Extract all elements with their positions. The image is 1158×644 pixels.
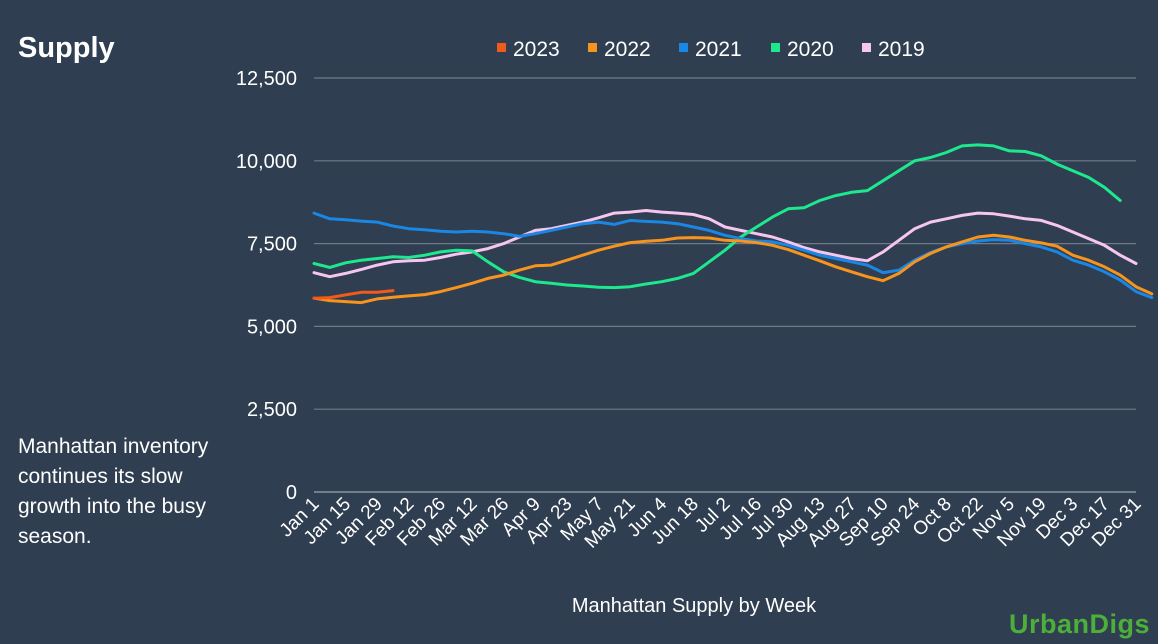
legend-label-2020: 2020 xyxy=(787,38,834,61)
legend-marker-2019 xyxy=(862,43,871,52)
urbandigs-logo: UrbanDigs xyxy=(1008,609,1150,639)
legend-label-2023: 2023 xyxy=(513,38,560,61)
legend-marker-2022 xyxy=(588,43,597,52)
series-lines xyxy=(312,143,1154,305)
series-line-2022 xyxy=(312,233,1154,305)
y-tick-label: 12,500 xyxy=(236,68,297,90)
legend-marker-2020 xyxy=(771,43,780,52)
y-tick-label: 0 xyxy=(286,482,297,504)
page-title: Supply xyxy=(18,32,115,64)
legend-marker-2023 xyxy=(497,43,506,52)
x-axis-label: Manhattan Supply by Week xyxy=(572,595,817,617)
series-line-2020 xyxy=(312,143,1122,290)
caption-text: Manhattan inventory continues its slow g… xyxy=(18,435,209,548)
y-axis-ticks: 0 2,500 5,000 7,500 10,000 12,500 xyxy=(236,68,297,504)
legend: 2023 2022 2021 2020 2019 xyxy=(497,38,925,61)
series-line-2023 xyxy=(312,289,395,300)
legend-label-2022: 2022 xyxy=(604,38,651,61)
legend-label-2019: 2019 xyxy=(878,38,925,61)
series-line-2019 xyxy=(312,209,1138,279)
series-line-2021 xyxy=(312,211,1154,300)
y-tick-label: 10,000 xyxy=(236,151,297,173)
y-tick-label: 5,000 xyxy=(247,316,297,338)
y-tick-label: 7,500 xyxy=(247,234,297,256)
legend-marker-2021 xyxy=(679,43,688,52)
y-tick-label: 2,500 xyxy=(247,399,297,421)
legend-label-2021: 2021 xyxy=(695,38,742,61)
gridlines xyxy=(314,77,1136,493)
